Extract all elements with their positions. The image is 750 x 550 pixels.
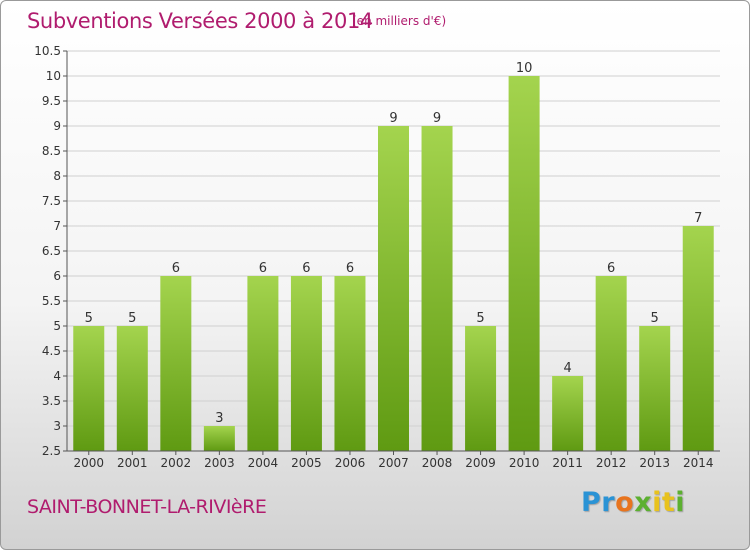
- y-tick-label: 8: [53, 169, 61, 183]
- x-tick-label-2002: 2002: [161, 456, 192, 470]
- bar-2010[interactable]: [508, 76, 540, 451]
- y-tick-label: 9: [53, 119, 61, 133]
- y-tick-label: 7: [53, 219, 61, 233]
- y-tick-label: 4.5: [42, 344, 61, 358]
- chart-title: Subventions Versées 2000 à 2014: [27, 9, 373, 33]
- bar-2009[interactable]: [465, 326, 497, 451]
- proxiti-logo[interactable]: Proxiti: [581, 487, 686, 518]
- y-tick-label: 2.5: [42, 444, 61, 458]
- data-label-2000: 5: [85, 311, 93, 326]
- bar-2002[interactable]: [160, 276, 192, 451]
- data-label-2006: 6: [346, 261, 354, 276]
- bar-2000[interactable]: [73, 326, 105, 451]
- y-tick-label: 4: [53, 369, 61, 383]
- data-label-2012: 6: [607, 261, 615, 276]
- x-tick-label-2007: 2007: [378, 456, 409, 470]
- data-label-2009: 5: [476, 311, 484, 326]
- y-axis: 2.5 3 3.5 4 4.5 5 5.5 6 6.5 7 7.5 8 8.5 9 9.5 10 10.5: [34, 44, 68, 458]
- y-tick-label: 3.5: [42, 394, 61, 408]
- x-tick-label-2004: 2004: [248, 456, 279, 470]
- x-tick-label-2003: 2003: [204, 456, 235, 470]
- x-tick-label-2013: 2013: [639, 456, 670, 470]
- bar-2003[interactable]: [203, 426, 235, 451]
- y-tick-label: 3: [53, 419, 61, 433]
- y-tick-label: 7.5: [42, 194, 61, 208]
- x-tick-label-2014: 2014: [683, 456, 714, 470]
- data-label-2005: 6: [302, 261, 310, 276]
- bar-2013[interactable]: [639, 326, 671, 451]
- x-tick-label-2006: 2006: [335, 456, 366, 470]
- data-label-2011: 4: [563, 361, 571, 376]
- bar-2004[interactable]: [247, 276, 279, 451]
- y-tick-label: 5: [53, 319, 61, 333]
- data-label-2014: 7: [694, 211, 702, 226]
- bar-2008[interactable]: [421, 126, 453, 451]
- bar-2006[interactable]: [334, 276, 366, 451]
- x-tick-label-2010: 2010: [509, 456, 540, 470]
- y-tick-label: 10.5: [34, 44, 61, 58]
- chart-unit: (en milliers d'€): [352, 14, 447, 28]
- x-tick-label-2005: 2005: [291, 456, 322, 470]
- x-tick-label-2001: 2001: [117, 456, 148, 470]
- x-tick-label-2000: 2000: [73, 456, 104, 470]
- bar-2012[interactable]: [595, 276, 627, 451]
- x-tick-label-2011: 2011: [552, 456, 583, 470]
- data-label-2010: 10: [516, 61, 533, 76]
- data-label-2007: 9: [389, 111, 397, 126]
- bar-2014[interactable]: [682, 226, 714, 451]
- data-label-2013: 5: [651, 311, 659, 326]
- bar-2001[interactable]: [116, 326, 148, 451]
- y-tick-label: 9.5: [42, 94, 61, 108]
- data-label-2001: 5: [128, 311, 136, 326]
- bar-2007[interactable]: [378, 126, 409, 451]
- x-axis: 2000 2001 2002 2003 2004 2005 2006 2007 2008 2009…: [67, 450, 720, 470]
- data-label-2004: 6: [259, 261, 267, 276]
- data-label-2003: 3: [215, 411, 223, 426]
- x-tick-label-2012: 2012: [596, 456, 627, 470]
- x-tick-label-2009: 2009: [465, 456, 496, 470]
- y-tick-label: 6: [53, 269, 61, 283]
- bar-2005[interactable]: [290, 276, 322, 451]
- y-tick-label: 10: [46, 69, 61, 83]
- data-label-2002: 6: [172, 261, 180, 276]
- bar-2011[interactable]: [552, 376, 584, 451]
- y-tick-label: 8.5: [42, 144, 61, 158]
- y-tick-label: 6.5: [42, 244, 61, 258]
- data-label-2008: 9: [433, 111, 441, 126]
- x-tick-label-2008: 2008: [422, 456, 453, 470]
- bars: 5 5 6 3 6 6 6 9 9 5 10 4 6 5 7: [73, 61, 714, 451]
- y-tick-label: 5.5: [42, 294, 61, 308]
- place-name: SAINT-BONNET-LA-RIVIèRE: [27, 496, 267, 518]
